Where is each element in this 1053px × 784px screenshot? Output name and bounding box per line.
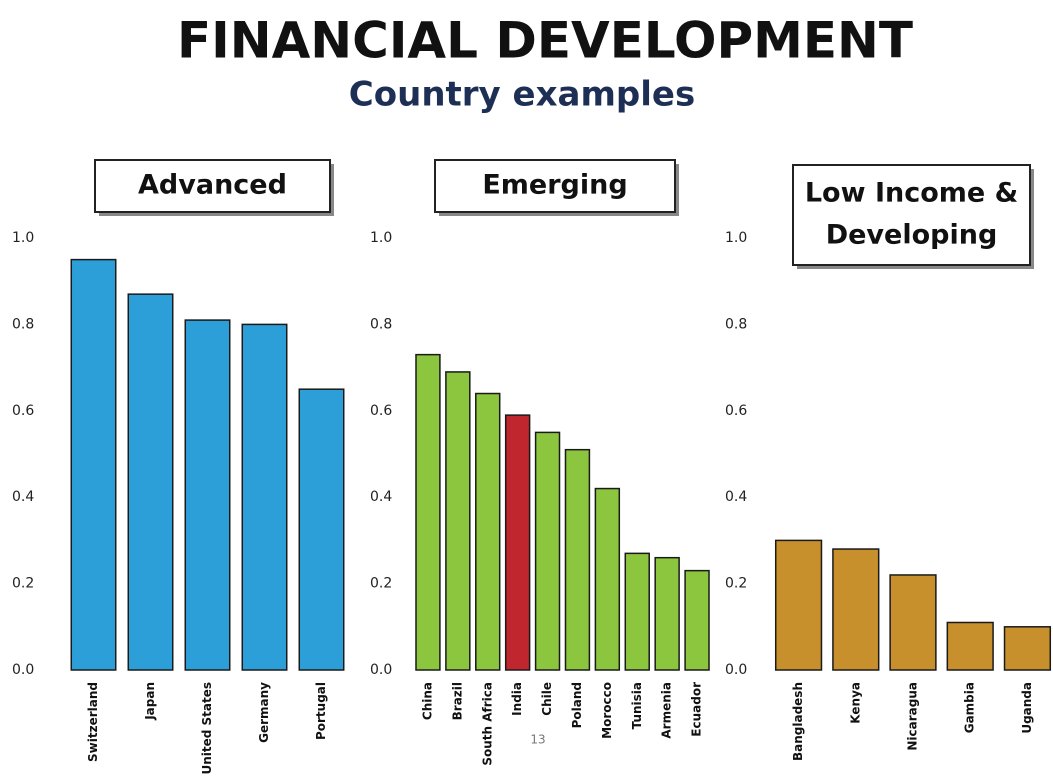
bar (70, 258, 117, 671)
chart-title: Emerging (482, 170, 627, 201)
x-tick-label: Chile (540, 682, 554, 716)
bar (594, 487, 621, 671)
x-tick-label: Uganda (1020, 682, 1034, 734)
x-tick-label: Tunisia (630, 682, 644, 729)
bar (475, 392, 501, 671)
x-tick-label: Ecuador (690, 682, 704, 737)
y-tick-label: 0.2 (370, 576, 392, 592)
x-tick-label: Switzerland (86, 682, 100, 762)
x-tick-label: Japan (143, 682, 157, 721)
y-tick-label: 0.4 (725, 489, 747, 505)
title-box (94, 159, 331, 213)
bar (534, 431, 561, 671)
bar (624, 552, 650, 671)
y-tick-label: 1.0 (725, 230, 747, 246)
y-tick-label: 0.2 (12, 576, 34, 592)
y-tick-label: 0.8 (370, 316, 392, 332)
y-tick-label: 0.4 (370, 489, 392, 505)
y-tick-label: 0.0 (370, 662, 392, 678)
x-tick-label: China (420, 682, 434, 720)
bar (832, 548, 880, 671)
x-tick-label: Nicaragua (906, 682, 920, 751)
bar (298, 388, 345, 671)
bar (684, 569, 710, 671)
y-tick-label: 0.2 (725, 576, 747, 592)
title-box (434, 159, 676, 213)
x-tick-label: Armenia (660, 682, 674, 739)
y-tick-label: 0.0 (12, 662, 34, 678)
bar (504, 414, 531, 671)
bar (889, 574, 937, 671)
y-tick-label: 0.6 (725, 403, 747, 419)
bar (1003, 626, 1052, 671)
y-tick-label: 0.6 (370, 403, 392, 419)
bar (564, 448, 591, 671)
x-tick-label: Poland (570, 682, 584, 728)
bar (415, 353, 441, 671)
y-tick-label: 1.0 (370, 230, 392, 246)
x-tick-label: Portugal (314, 682, 328, 740)
bar (184, 319, 231, 671)
x-tick-label: India (510, 682, 524, 716)
y-tick-label: 0.4 (12, 489, 34, 505)
x-tick-label: Germany (257, 682, 271, 743)
page-number: 13 (530, 733, 545, 747)
bar (946, 621, 994, 671)
x-tick-label: Brazil (450, 682, 464, 720)
y-tick-label: 1.0 (12, 230, 34, 246)
x-tick-label: Morocco (600, 682, 614, 739)
bar (654, 556, 680, 671)
bar (127, 293, 174, 671)
chart-title: Developing (826, 220, 998, 251)
x-tick-label: United States (200, 682, 214, 775)
title-box (792, 164, 1031, 266)
bar (241, 323, 288, 671)
slide-subtitle: Country examples (349, 75, 695, 115)
x-tick-label: Bangladesh (791, 682, 805, 761)
y-tick-label: 0.0 (725, 662, 747, 678)
y-tick-label: 0.6 (12, 403, 34, 419)
chart-title: Advanced (138, 170, 287, 201)
x-tick-label: Gambia (963, 682, 977, 733)
bar (774, 539, 823, 671)
slide-title: FINANCIAL DEVELOPMENT (177, 12, 913, 70)
x-tick-label: Kenya (848, 682, 862, 724)
bar (445, 371, 471, 671)
y-tick-label: 0.8 (725, 316, 747, 332)
y-tick-label: 0.8 (12, 316, 34, 332)
x-tick-label: South Africa (480, 682, 494, 766)
chart-title: Low Income & (805, 178, 1018, 209)
